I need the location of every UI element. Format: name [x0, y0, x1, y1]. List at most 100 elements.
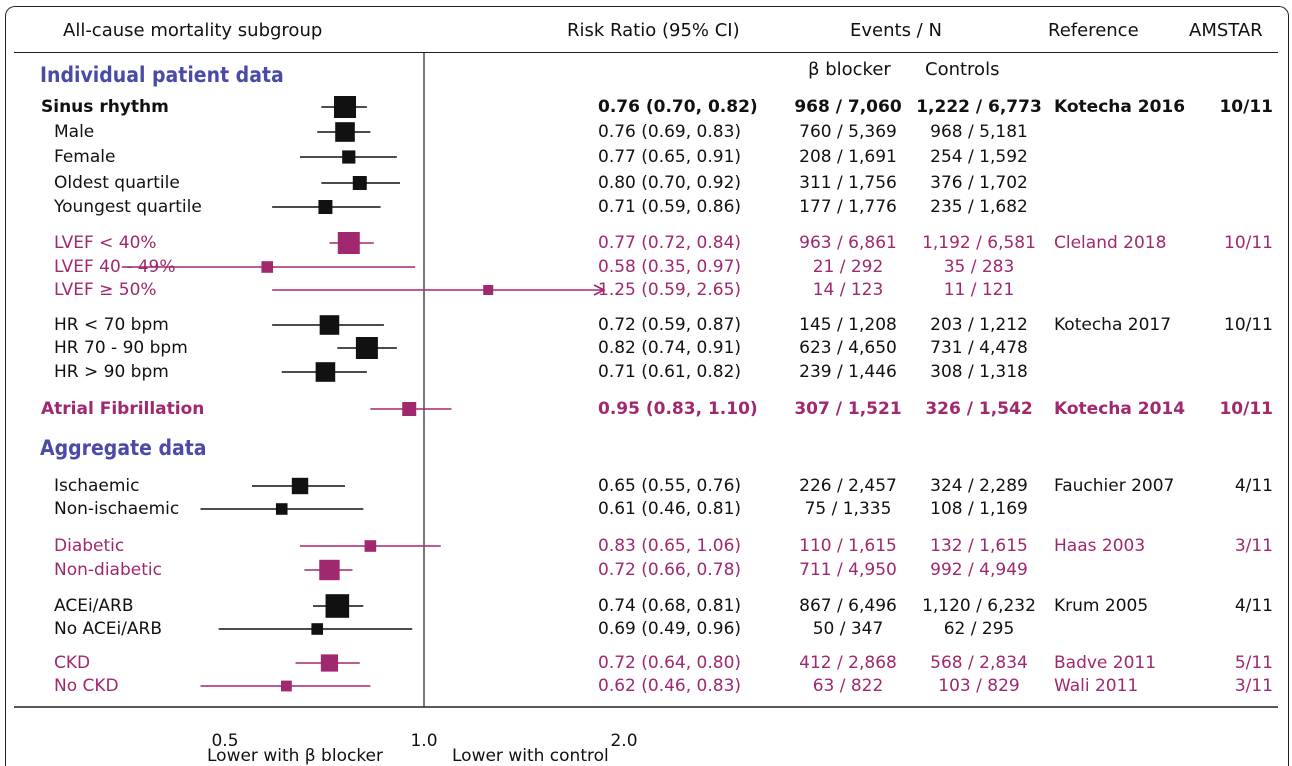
row-amstar-sinus-rhythm: 10/11	[1219, 97, 1273, 117]
row-label-female: Female	[54, 147, 116, 167]
row-events-control-male: 968 / 5,181	[930, 122, 1028, 142]
row-label-male: Male	[54, 122, 95, 142]
row-events-control-no-acei-arb: 62 / 295	[943, 619, 1015, 639]
row-label-no-acei-arb: No ACEi/ARB	[54, 619, 163, 639]
row-events-beta-sinus-rhythm: 968 / 7,060	[794, 97, 902, 117]
row-ci-lvef-40: 0.77 (0.72, 0.84)	[598, 233, 742, 253]
row-events-beta-lvef-40-49: 21 / 292	[812, 257, 884, 277]
x-tick-1-0: 1.0	[410, 731, 438, 751]
row-ci-non-diabetic: 0.72 (0.66, 0.78)	[598, 560, 742, 580]
row-label-youngest-quartile: Youngest quartile	[54, 197, 202, 217]
row-events-control-hr-70-bpm: 203 / 1,212	[930, 315, 1028, 335]
header-amstar: AMSTAR	[1189, 20, 1263, 41]
row-events-control-female: 254 / 1,592	[930, 147, 1028, 167]
x-label-lower-with-beta-blocker: Lower with β blocker	[207, 746, 384, 766]
subheader-beta-blocker: β blocker	[808, 59, 891, 80]
row-reference-sinus-rhythm: Kotecha 2016	[1054, 97, 1186, 117]
row-label-non-diabetic: Non-diabetic	[54, 560, 162, 580]
row-ci-youngest-quartile: 0.71 (0.59, 0.86)	[598, 197, 742, 217]
row-label-hr-70-90-bpm: HR 70 - 90 bpm	[54, 338, 188, 358]
row-events-beta-non-diabetic: 711 / 4,950	[799, 560, 897, 580]
point-estimate-atrial-fibrillation	[402, 402, 417, 416]
row-label-lvef-40-49: LVEF 40 - 49%	[54, 257, 176, 277]
row-ci-no-acei-arb: 0.69 (0.49, 0.96)	[598, 619, 742, 639]
point-estimate-youngest-quartile	[318, 200, 333, 214]
row-ci-male: 0.76 (0.69, 0.83)	[598, 122, 742, 142]
row-amstar-hr-70-bpm: 10/11	[1224, 315, 1273, 335]
row-events-beta-no-ckd: 63 / 822	[812, 676, 884, 696]
row-label-sinus-rhythm: Sinus rhythm	[41, 97, 169, 117]
row-label-atrial-fibrillation: Atrial Fibrillation	[41, 399, 205, 419]
section-aggregate-data: Aggregate data	[40, 436, 207, 460]
point-estimate-no-ckd	[281, 680, 292, 692]
row-reference-ckd: Badve 2011	[1054, 653, 1157, 673]
row-ci-hr-90-bpm: 0.71 (0.61, 0.82)	[598, 362, 742, 382]
row-events-control-ckd: 568 / 2,834	[930, 653, 1028, 673]
point-estimate-hr-90-bpm	[315, 362, 336, 382]
row-reference-acei-arb: Krum 2005	[1054, 596, 1149, 616]
row-events-beta-oldest-quartile: 311 / 1,756	[799, 173, 897, 193]
row-events-beta-youngest-quartile: 177 / 1,776	[799, 197, 897, 217]
row-amstar-ischaemic: 4/11	[1234, 476, 1273, 496]
row-label-hr-90-bpm: HR > 90 bpm	[54, 362, 169, 382]
row-events-beta-hr-70-bpm: 145 / 1,208	[799, 315, 897, 335]
point-estimate-non-diabetic	[319, 559, 340, 581]
row-events-beta-hr-70-90-bpm: 623 / 4,650	[799, 338, 897, 358]
point-estimate-ischaemic	[291, 477, 309, 495]
section-individual-patient-data: Individual patient data	[40, 63, 284, 87]
row-events-beta-non-ischaemic: 75 / 1,335	[804, 499, 892, 519]
header-events: Events / N	[850, 20, 942, 41]
row-ci-lvef-40-49: 0.58 (0.35, 0.97)	[598, 257, 742, 277]
point-estimate-sinus-rhythm	[334, 96, 357, 118]
header-reference: Reference	[1048, 20, 1139, 41]
row-reference-no-ckd: Wali 2011	[1054, 676, 1139, 696]
row-events-beta-ischaemic: 226 / 2,457	[799, 476, 897, 496]
row-ci-non-ischaemic: 0.61 (0.46, 0.81)	[598, 499, 742, 519]
row-reference-atrial-fibrillation: Kotecha 2014	[1054, 399, 1186, 419]
row-ci-diabetic: 0.83 (0.65, 1.06)	[598, 536, 742, 556]
row-reference-lvef-40: Cleland 2018	[1054, 233, 1167, 253]
row-events-beta-lvef-50: 14 / 123	[812, 280, 884, 300]
row-events-beta-male: 760 / 5,369	[799, 122, 897, 142]
row-ci-sinus-rhythm: 0.76 (0.70, 0.82)	[598, 97, 758, 117]
point-estimate-female	[342, 150, 356, 164]
row-ci-atrial-fibrillation: 0.95 (0.83, 1.10)	[598, 399, 758, 419]
row-ci-acei-arb: 0.74 (0.68, 0.81)	[598, 596, 742, 616]
row-amstar-diabetic: 3/11	[1234, 536, 1273, 556]
row-events-beta-ckd: 412 / 2,868	[799, 653, 897, 673]
row-amstar-atrial-fibrillation: 10/11	[1219, 399, 1273, 419]
row-events-control-acei-arb: 1,120 / 6,232	[922, 596, 1036, 616]
row-events-control-sinus-rhythm: 1,222 / 6,773	[916, 97, 1042, 117]
row-events-beta-no-acei-arb: 50 / 347	[812, 619, 884, 639]
row-events-control-youngest-quartile: 235 / 1,682	[930, 197, 1028, 217]
row-ci-hr-70-90-bpm: 0.82 (0.74, 0.91)	[598, 338, 742, 358]
point-estimate-oldest-quartile	[352, 176, 367, 190]
row-ci-oldest-quartile: 0.80 (0.70, 0.92)	[598, 173, 742, 193]
row-ci-lvef-50: 1.25 (0.59, 2.65)	[598, 280, 742, 300]
point-estimate-acei-arb	[325, 594, 350, 618]
row-events-control-hr-90-bpm: 308 / 1,318	[930, 362, 1028, 382]
row-ci-hr-70-bpm: 0.72 (0.59, 0.87)	[598, 315, 742, 335]
row-events-control-lvef-40-49: 35 / 283	[943, 257, 1015, 277]
point-estimate-lvef-50	[483, 285, 494, 295]
row-events-control-ischaemic: 324 / 2,289	[930, 476, 1028, 496]
point-estimate-hr-70-bpm	[319, 315, 340, 335]
row-reference-ischaemic: Fauchier 2007	[1054, 476, 1175, 496]
row-label-diabetic: Diabetic	[54, 536, 125, 556]
subheader-controls: Controls	[925, 59, 1000, 80]
row-label-ischaemic: Ischaemic	[54, 476, 140, 496]
row-reference-hr-70-bpm: Kotecha 2017	[1054, 315, 1172, 335]
point-estimate-diabetic	[364, 540, 377, 552]
row-events-control-non-diabetic: 992 / 4,949	[930, 560, 1028, 580]
row-events-control-hr-70-90-bpm: 731 / 4,478	[930, 338, 1028, 358]
point-estimate-lvef-40	[337, 232, 360, 254]
row-events-control-lvef-50: 11 / 121	[943, 280, 1015, 300]
point-estimate-lvef-40-49	[261, 261, 274, 273]
row-ci-ischaemic: 0.65 (0.55, 0.76)	[598, 476, 742, 496]
row-label-non-ischaemic: Non-ischaemic	[54, 499, 180, 519]
row-amstar-no-ckd: 3/11	[1234, 676, 1273, 696]
point-estimate-no-acei-arb	[311, 623, 324, 635]
row-events-control-diabetic: 132 / 1,615	[930, 536, 1028, 556]
x-tick-0-5: 0.5	[211, 731, 239, 751]
row-label-acei-arb: ACEi/ARB	[54, 596, 134, 616]
